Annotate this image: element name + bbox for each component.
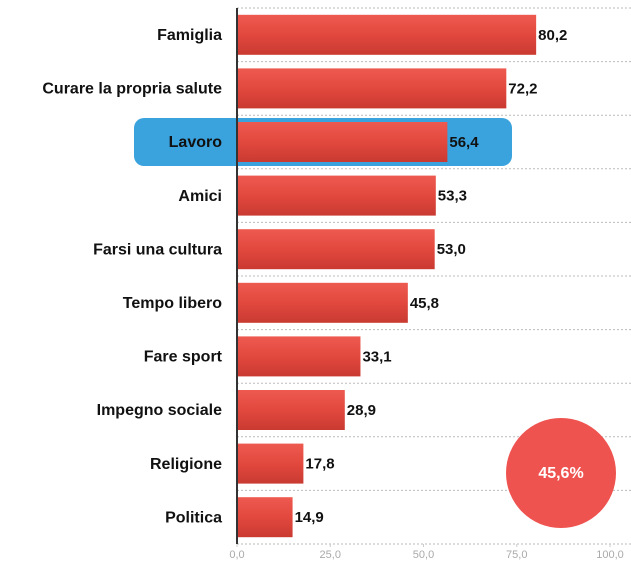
- value-label: 33,1: [362, 348, 391, 365]
- category-label: Lavoro: [169, 134, 223, 151]
- category-label: Politica: [165, 509, 222, 526]
- x-tick-label: 0,0: [229, 549, 244, 561]
- value-label: 17,8: [305, 456, 334, 473]
- bar: [237, 282, 408, 323]
- bar: [237, 390, 345, 430]
- value-label: 14,9: [295, 509, 324, 526]
- bar: [237, 14, 537, 55]
- value-label: 53,3: [438, 188, 467, 205]
- bar: [237, 497, 293, 538]
- category-label: Famiglia: [157, 27, 222, 44]
- value-label: 28,9: [347, 402, 376, 419]
- x-tick-label: 100,0: [596, 549, 624, 561]
- annotation-circle: [506, 418, 616, 528]
- x-tick-label: 25,0: [320, 549, 341, 561]
- category-label: Impegno sociale: [97, 402, 222, 419]
- bar: [237, 336, 361, 377]
- category-label: Curare la propria salute: [42, 81, 222, 98]
- category-label: Tempo libero: [123, 295, 222, 312]
- x-tick-label: 75,0: [506, 549, 527, 561]
- bar: [237, 443, 304, 484]
- x-tick-label: 50,0: [413, 549, 434, 561]
- bar: [237, 68, 507, 109]
- category-label: Amici: [178, 188, 222, 205]
- category-label: Religione: [150, 456, 222, 473]
- value-label: 80,2: [538, 27, 567, 44]
- value-label: 56,4: [449, 134, 479, 151]
- annotation: 45,6%: [538, 465, 583, 482]
- bar: [237, 229, 435, 270]
- bar: [237, 122, 448, 162]
- bar: [237, 175, 436, 216]
- value-label: 45,8: [410, 295, 439, 312]
- category-label: Farsi una cultura: [93, 241, 222, 258]
- value-label: 53,0: [437, 241, 466, 258]
- value-label: 72,2: [508, 80, 537, 97]
- category-label: Fare sport: [144, 349, 223, 366]
